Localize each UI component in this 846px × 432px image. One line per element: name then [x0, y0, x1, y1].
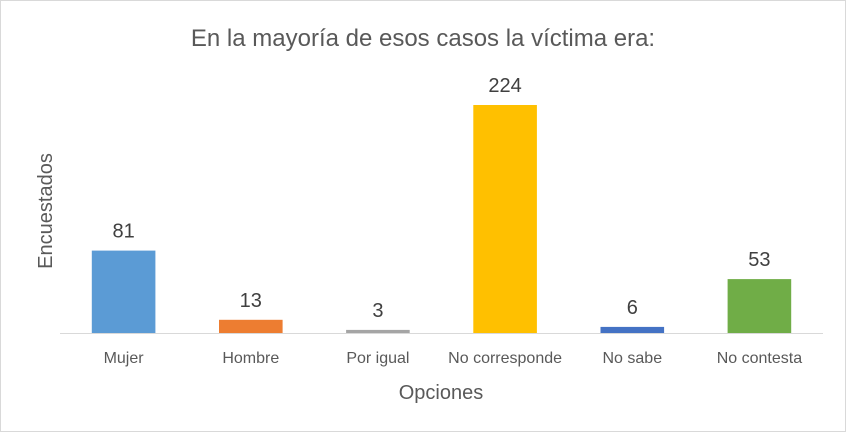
bar-2: [346, 329, 410, 333]
y-axis-title: Encuestados: [35, 153, 57, 269]
bar-5: [727, 279, 792, 333]
x-axis-title: Opciones: [399, 382, 484, 404]
data-label-4: 6: [627, 297, 638, 319]
category-label-4: No sabe: [603, 350, 663, 367]
data-label-5: 53: [748, 249, 770, 271]
bar-4: [600, 326, 665, 333]
category-label-5: No contesta: [717, 350, 802, 367]
category-label-0: Mujer: [104, 350, 145, 367]
chart-marks: 81 Mujer 13 Hombre 3 Por igual 224 No correspon…: [91, 75, 802, 367]
data-label-2: 3: [372, 300, 383, 322]
chart-title: En la mayoría de esos casos la víctima e…: [191, 25, 655, 52]
category-label-2: Por igual: [346, 350, 409, 367]
category-label-1: Hombre: [222, 350, 279, 367]
bar-0: [91, 250, 156, 333]
data-label-1: 13: [240, 290, 262, 312]
category-label-3: No corresponde: [448, 350, 562, 367]
data-label-3: 224: [488, 75, 521, 97]
bar-3: [473, 105, 537, 333]
data-label-0: 81: [112, 221, 134, 243]
bar-1: [219, 319, 283, 333]
